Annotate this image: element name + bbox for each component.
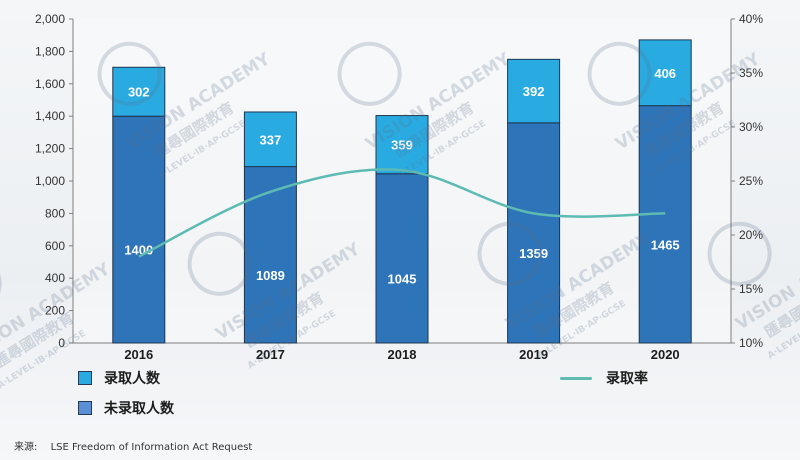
legend-rate: 录取率: [560, 368, 648, 388]
data-label-admitted: 406: [654, 66, 676, 81]
x-tick-label: 2019: [519, 347, 548, 362]
bar-not-admitted: [112, 115, 166, 344]
legend-rate-label: 录取率: [606, 371, 648, 387]
data-label-not-admitted: 1359: [519, 246, 548, 261]
y-left-tick-label: 800: [45, 206, 65, 220]
bar-admitted: [638, 39, 692, 107]
y-left-tick-label: 1,600: [35, 77, 65, 91]
bar-not-admitted: [375, 173, 429, 344]
x-tick-label: 2018: [388, 347, 417, 362]
bar-admitted: [507, 58, 561, 124]
bar-admitted: [112, 66, 166, 117]
legend-not-admitted-label: 未录取人数: [104, 401, 174, 417]
y-left-tick-label: 1,000: [35, 174, 65, 188]
legend-admitted: 录取人数: [78, 368, 160, 388]
rate-line: [138, 168, 666, 258]
bar-admitted: [243, 111, 297, 168]
data-label-admitted: 337: [260, 132, 282, 147]
bar-admitted: [375, 115, 429, 175]
y-right-tick-label: 35%: [739, 66, 763, 80]
x-tick-label: 2020: [651, 347, 680, 362]
data-label-admitted: 302: [128, 85, 150, 100]
y-left-tick-label: 200: [45, 304, 65, 318]
y-left-tick-label: 2,000: [35, 12, 65, 26]
y-left-tick-label: 600: [45, 239, 65, 253]
y-left-tick-label: 1,800: [35, 44, 65, 58]
data-label-admitted: 359: [391, 138, 413, 153]
y-right-tick-label: 20%: [739, 228, 763, 242]
y-left-tick-label: 1,200: [35, 142, 65, 156]
legend-admitted-swatch: [78, 371, 92, 385]
source-text: LSE Freedom of Information Act Request: [50, 442, 253, 453]
bar-not-admitted: [507, 122, 561, 344]
x-tick-label: 2016: [124, 347, 153, 362]
y-right-tick-label: 10%: [739, 336, 763, 350]
y-left-tick-label: 400: [45, 271, 65, 285]
y-right-tick-label: 40%: [739, 12, 763, 26]
data-label-admitted: 392: [523, 84, 545, 99]
x-tick-label: 2017: [256, 347, 285, 362]
y-right-tick-label: 15%: [739, 282, 763, 296]
data-label-not-admitted: 1045: [388, 271, 417, 286]
bar-not-admitted: [638, 105, 692, 344]
source-note: 来源: LSE Freedom of Information Act Reque…: [14, 438, 252, 453]
data-label-not-admitted: 1089: [256, 268, 285, 283]
y-right-tick-label: 30%: [739, 120, 763, 134]
y-left-tick-label: 1,400: [35, 109, 65, 123]
source-label: 来源:: [14, 442, 38, 453]
legend-admitted-label: 录取人数: [104, 371, 160, 387]
data-label-not-admitted: 1465: [651, 237, 680, 252]
y-right-tick-label: 25%: [739, 174, 763, 188]
legend-not-admitted: 未录取人数: [78, 398, 174, 418]
bar-not-admitted: [243, 166, 297, 344]
y-left-tick-label: 0: [58, 336, 65, 350]
legend-not-admitted-swatch: [78, 401, 92, 415]
legend-rate-swatch: [560, 376, 592, 380]
